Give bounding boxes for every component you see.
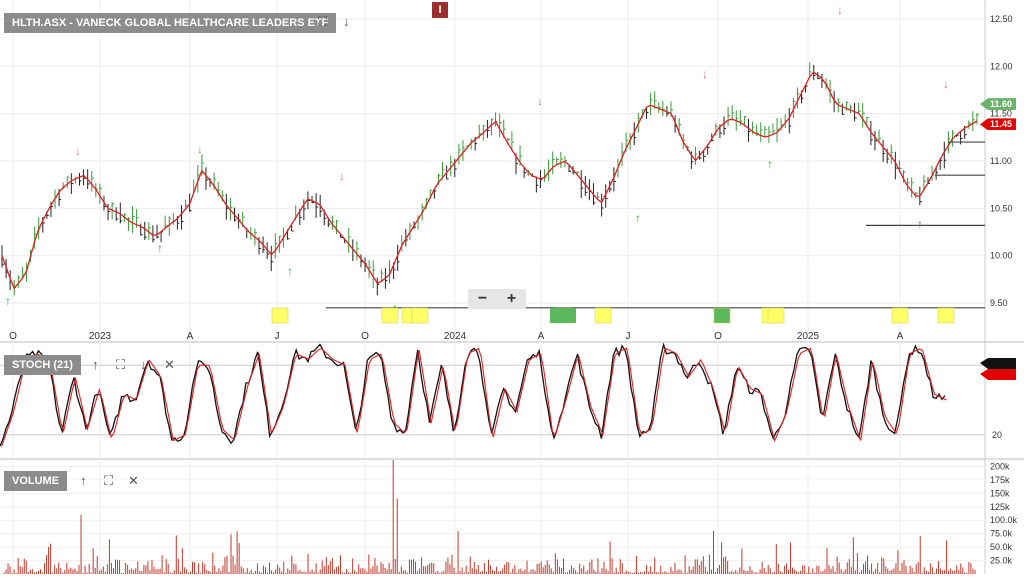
- event-marker-icon: [550, 308, 576, 323]
- stoch-down-icon[interactable]: ↓: [140, 357, 147, 372]
- volume-up-icon[interactable]: ↑: [80, 473, 87, 488]
- volume-close-icon[interactable]: ✕: [128, 473, 139, 488]
- last-price-tag: 11.60: [980, 98, 1017, 111]
- x-tick-label: O: [714, 331, 722, 342]
- volume-expand-icon[interactable]: ⛶: [104, 473, 114, 488]
- swing-high-arrow-icon: ↓: [339, 169, 345, 183]
- volume-y-tick-label: 125k: [990, 502, 1010, 512]
- y-tick-label: 11.00: [990, 156, 1012, 166]
- average-price-tag: 11.45: [980, 118, 1017, 131]
- swing-high-arrow-icon: ↓: [943, 77, 949, 91]
- event-marker-icon: [891, 307, 909, 324]
- event-marker-icon: [937, 307, 955, 324]
- x-tick-label: O: [9, 331, 17, 342]
- swing-high-arrow-icon: ↓: [197, 142, 203, 156]
- y-tick-label: 12.50: [990, 14, 1013, 24]
- x-tick-label: 2025: [797, 331, 820, 342]
- swing-high-arrow-icon: ↓: [702, 67, 708, 81]
- main-download-icon[interactable]: ↓: [343, 14, 350, 29]
- volume-panel-label: VOLUME: [4, 471, 68, 491]
- x-tick-label: O: [361, 331, 369, 342]
- x-tick-label: J: [275, 331, 280, 342]
- volume-y-tick-label: 100.0k: [990, 515, 1018, 525]
- swing-low-arrow-icon: ↑: [5, 294, 11, 308]
- stoch-panel-label: STOCH (21): [4, 355, 81, 375]
- x-tick-label: A: [187, 331, 194, 342]
- main-expand-icon[interactable]: ⛶: [318, 14, 328, 29]
- swing-low-arrow-icon: ↑: [917, 217, 923, 231]
- volume-y-tick-label: 25.0k: [990, 556, 1013, 566]
- zoom-control: − +: [468, 289, 526, 309]
- swing-high-arrow-icon: ↓: [75, 144, 81, 158]
- event-marker-icon: [381, 307, 399, 324]
- x-tick-label: A: [897, 331, 904, 342]
- stoch-y-tick-label: 20: [992, 430, 1002, 440]
- event-marker-icon: [411, 307, 429, 324]
- event-marker-icon: [713, 307, 731, 324]
- event-marker-icon[interactable]: I: [432, 2, 448, 18]
- zoom-in-button[interactable]: +: [506, 290, 517, 307]
- x-tick-label: 2023: [89, 331, 112, 342]
- y-tick-label: 12.00: [990, 61, 1013, 71]
- stoch-d-tag: [980, 369, 1016, 380]
- moving-average-line: [1, 71, 978, 290]
- y-tick-label: 10.00: [990, 251, 1013, 261]
- event-marker-icon: [271, 307, 289, 324]
- y-tick-label: 10.50: [990, 203, 1013, 213]
- stoch-k-line: [0, 342, 946, 447]
- volume-y-tick-label: 200k: [990, 461, 1010, 471]
- main-panel-label: HLTH.ASX - VANECK GLOBAL HEALTHCARE LEAD…: [4, 13, 337, 33]
- x-tick-label: 2024: [444, 331, 467, 342]
- swing-low-arrow-icon: ↑: [157, 241, 163, 255]
- stoch-up-icon[interactable]: ↑: [92, 357, 99, 372]
- y-tick-label: 9.50: [990, 298, 1008, 308]
- event-marker-icon: [767, 307, 785, 324]
- stoch-close-icon[interactable]: ✕: [164, 357, 175, 372]
- x-tick-label: A: [538, 331, 545, 342]
- x-tick-label: J: [626, 331, 631, 342]
- volume-y-tick-label: 75.0k: [990, 529, 1013, 539]
- stoch-k-tag: [980, 358, 1016, 369]
- swing-low-arrow-icon: ↑: [635, 211, 641, 225]
- swing-low-arrow-icon: ↑: [287, 264, 293, 278]
- volume-y-tick-label: 50.0k: [990, 542, 1013, 552]
- swing-high-arrow-icon: ↓: [537, 94, 543, 108]
- y-tick-label: 11.50: [990, 109, 1012, 119]
- volume-y-tick-label: 150k: [990, 488, 1010, 498]
- volume-y-tick-label: 175k: [990, 475, 1010, 485]
- swing-low-arrow-icon: ↑: [767, 157, 773, 171]
- stoch-d-line: [0, 347, 947, 447]
- swing-high-arrow-icon: ↓: [837, 3, 843, 17]
- zoom-out-button[interactable]: −: [477, 290, 488, 307]
- stoch-expand-icon[interactable]: ⛶: [116, 357, 126, 372]
- event-marker-icon: [594, 307, 612, 324]
